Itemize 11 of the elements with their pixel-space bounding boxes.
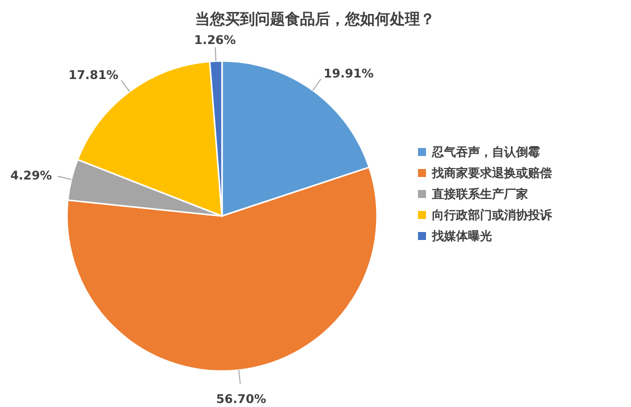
data-label: 4.29%	[10, 168, 52, 182]
legend-label: 找媒体曝光	[431, 229, 492, 243]
data-label: 19.91%	[324, 66, 374, 81]
legend-label: 向行政部门或消协投诉	[432, 208, 553, 222]
data-label: 56.70%	[216, 392, 266, 406]
legend-label: 直接联系生产厂家	[431, 187, 528, 201]
legend-label: 忍气吞声，自认倒霉	[431, 145, 540, 159]
data-label: 17.81%	[68, 68, 118, 82]
legend-label: 找商家要求退换或赔偿	[431, 166, 552, 180]
data-label: 1.26%	[194, 33, 236, 48]
chart-title: 当您买到问题食品后，您如何处理？	[195, 10, 435, 28]
